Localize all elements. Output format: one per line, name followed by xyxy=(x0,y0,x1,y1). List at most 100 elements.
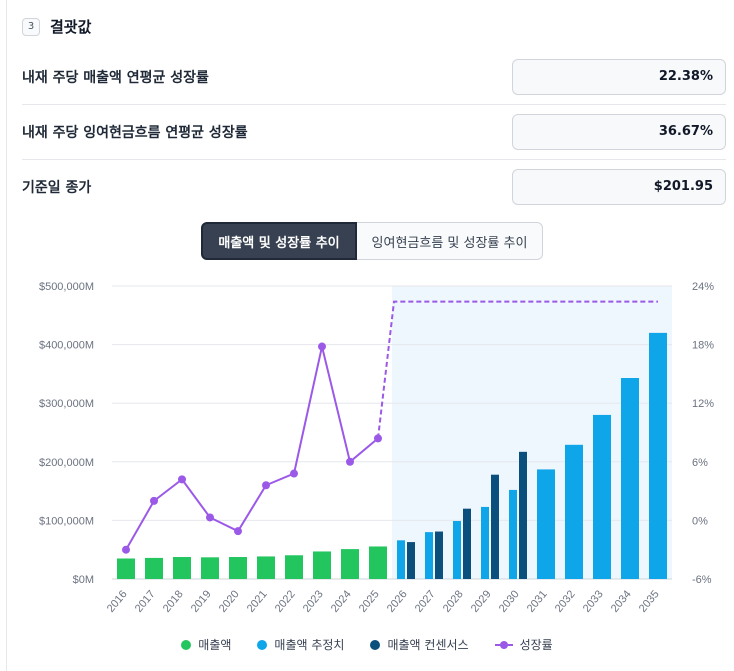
bar-estimate xyxy=(621,378,639,579)
result-value-field: 22.38% xyxy=(512,58,726,95)
x-tick-label: 2028 xyxy=(441,588,466,614)
bar-actual xyxy=(257,556,275,579)
result-label: 기준일 종가 xyxy=(22,179,92,196)
growth-line xyxy=(125,346,379,551)
x-tick-label: 2035 xyxy=(637,588,662,614)
growth-point xyxy=(262,481,270,490)
y-left-tick-label: $200,000M xyxy=(39,457,94,469)
x-tick-label: 2018 xyxy=(161,588,186,614)
legend-swatch-actual xyxy=(181,639,192,650)
legend-swatch-estimate xyxy=(257,639,268,650)
section-header: 3 결괏값 xyxy=(22,16,91,37)
y-left-tick-label: $300,000M xyxy=(39,398,94,410)
bar-estimate xyxy=(509,489,517,579)
y-right-tick-label: 6% xyxy=(692,457,708,469)
bar-consensus xyxy=(463,508,471,579)
bar-consensus xyxy=(435,531,443,579)
tab-sales-growth[interactable]: 매출액 및 성장률 추이 xyxy=(201,222,357,260)
legend-item-estimate[interactable]: 매출액 추정치 xyxy=(257,636,344,653)
growth-point xyxy=(122,545,130,554)
row-divider xyxy=(22,104,726,105)
bar-actual xyxy=(341,549,359,579)
y-right-tick-label: 12% xyxy=(692,398,714,410)
bar-actual xyxy=(369,546,387,579)
bar-estimate xyxy=(593,414,611,579)
growth-line-forecast xyxy=(377,300,658,439)
row-divider xyxy=(22,159,726,160)
result-row-fcf-cagr: 내재 주당 잉여현금흐름 연평균 성장률 36.67% xyxy=(22,104,726,159)
bar-actual xyxy=(285,555,303,579)
bar-estimate xyxy=(649,332,667,579)
bar-estimate xyxy=(565,444,583,579)
section-number-badge: 3 xyxy=(22,17,40,36)
x-tick-label: 2019 xyxy=(189,588,214,614)
x-tick-label: 2024 xyxy=(329,588,354,614)
bar-actual xyxy=(145,557,163,579)
legend-swatch-growth xyxy=(494,640,513,650)
legend-item-growth[interactable]: 성장률 xyxy=(494,636,553,653)
legend-label: 성장률 xyxy=(519,638,553,652)
growth-point xyxy=(234,527,242,536)
x-tick-label: 2016 xyxy=(105,588,130,614)
growth-point xyxy=(150,496,158,505)
growth-point xyxy=(206,513,214,522)
bar-estimate xyxy=(425,532,433,579)
growth-point xyxy=(346,457,354,466)
result-label: 내재 주당 매출액 연평균 성장률 xyxy=(22,69,209,86)
section-title: 결괏값 xyxy=(50,18,92,36)
growth-point xyxy=(374,434,382,443)
result-row-sales-cagr: 내재 주당 매출액 연평균 성장률 22.38% xyxy=(22,49,726,104)
y-left-tick-label: $400,000M xyxy=(39,340,94,352)
bar-consensus xyxy=(491,474,499,579)
bar-actual xyxy=(313,551,331,579)
chart-tabs: 매출액 및 성장률 추이 잉여현금흐름 및 성장률 추이 xyxy=(201,222,543,260)
legend-label: 매출액 컨센서스 xyxy=(387,638,469,652)
revenue-growth-chart: $0M -6% $100,000M 0% $200,000M 6% $300,000M 12%… xyxy=(39,281,714,615)
x-tick-label: 2030 xyxy=(497,588,522,614)
legend-swatch-consensus xyxy=(370,639,381,650)
y-right-tick-label: 0% xyxy=(692,515,708,527)
x-tick-label: 2034 xyxy=(609,588,634,614)
x-tick-label: 2026 xyxy=(385,588,410,614)
legend-label: 매출액 xyxy=(198,638,232,652)
x-tick-label: 2027 xyxy=(413,588,438,614)
bar-actual xyxy=(117,558,135,579)
growth-point xyxy=(318,342,326,351)
x-tick-label: 2022 xyxy=(273,588,298,614)
bar-estimate xyxy=(397,540,405,579)
bar-estimate xyxy=(453,520,461,579)
x-tick-label: 2029 xyxy=(469,588,494,614)
bar-actual xyxy=(173,557,191,579)
x-tick-label: 2017 xyxy=(133,588,158,614)
bar-estimate xyxy=(537,469,555,579)
result-label: 내재 주당 잉여현금흐름 연평균 성장률 xyxy=(22,124,248,141)
result-value-field: 36.67% xyxy=(512,113,726,150)
bar-estimate xyxy=(481,506,489,579)
bar-consensus xyxy=(519,451,527,579)
growth-point xyxy=(290,469,298,478)
x-tick-label: 2031 xyxy=(525,588,550,614)
result-row-close-price: 기준일 종가 $201.95 xyxy=(22,159,726,214)
y-right-tick-label: 24% xyxy=(692,281,714,293)
bar-actual xyxy=(229,557,247,579)
x-tick-label: 2025 xyxy=(357,588,382,614)
y-right-tick-label: -6% xyxy=(692,574,712,586)
bar-consensus xyxy=(407,542,415,579)
y-left-tick-label: $500,000M xyxy=(39,281,94,293)
tab-fcf-growth[interactable]: 잉여현금흐름 및 성장률 추이 xyxy=(357,222,543,260)
x-tick-label: 2033 xyxy=(581,588,606,614)
bar-actual xyxy=(201,557,219,579)
growth-point xyxy=(178,475,186,484)
y-left-tick-label: $0M xyxy=(73,574,94,586)
legend-item-actual[interactable]: 매출액 xyxy=(181,636,231,653)
left-border xyxy=(6,0,7,671)
y-right-tick-label: 18% xyxy=(692,340,714,352)
legend-item-consensus[interactable]: 매출액 컨센서스 xyxy=(370,636,469,653)
y-left-tick-label: $100,000M xyxy=(39,515,94,527)
x-tick-label: 2020 xyxy=(217,588,242,614)
chart-legend: 매출액 매출액 추정치 매출액 컨센서스 성장률 xyxy=(0,636,734,653)
legend-label: 매출액 추정치 xyxy=(274,638,345,652)
x-tick-label: 2023 xyxy=(301,588,326,614)
x-tick-label: 2021 xyxy=(245,588,270,614)
x-tick-label: 2032 xyxy=(553,588,578,614)
